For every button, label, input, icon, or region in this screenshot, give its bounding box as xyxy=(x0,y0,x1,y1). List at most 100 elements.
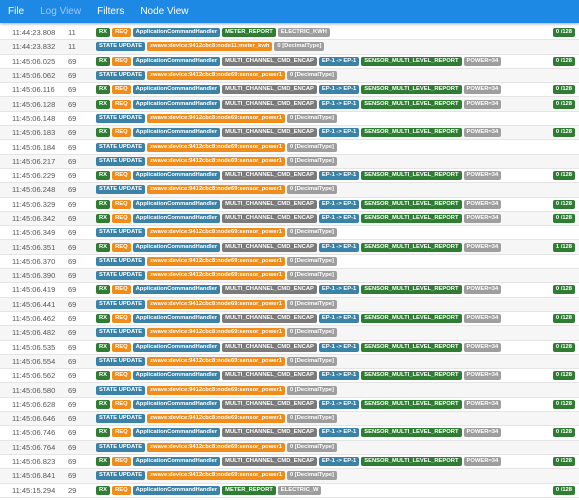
chip-group: RX REQ ApplicationCommandHandler MULTI_CHAN… xyxy=(96,428,502,438)
log-row[interactable]: 11:45:06.441 69 STATE UPDATE zwave:device:9… xyxy=(0,297,579,312)
value-type-chip: 0 [DecimalType] xyxy=(286,228,337,238)
chip-group: RX REQ ApplicationCommandHandler MULTI_CHAN… xyxy=(96,457,502,467)
value-chip: POWER=34 xyxy=(463,56,502,66)
encap-chip: MULTI_CHANNEL_CMD_ENCAP xyxy=(222,242,317,252)
node-id: 69 xyxy=(68,299,77,309)
menu-node-view[interactable]: Node View xyxy=(140,6,189,17)
timestamp: 11:45:06.646 xyxy=(12,414,56,424)
log-row[interactable]: 11:45:06.580 69 STATE UPDATE zwave:device:9… xyxy=(0,383,579,398)
log-row[interactable]: 11:45:06.562 69 RX REQ ApplicationCommandHan… xyxy=(0,369,579,384)
node-id: 69 xyxy=(68,356,77,366)
log-row[interactable]: 11:45:06.462 69 RX REQ ApplicationCommandHan… xyxy=(0,312,579,327)
log-row[interactable]: 11:45:06.329 69 RX REQ ApplicationCommandHan… xyxy=(0,198,579,212)
timestamp: 11:45:06.148 xyxy=(12,113,56,123)
chip-group: STATE UPDATE zwave:device:9412cbc8:node69… xyxy=(96,185,337,195)
req-chip: REQ xyxy=(112,314,131,324)
count-badge: 0 /128 xyxy=(552,99,575,109)
log-row[interactable]: 11:45:06.746 69 RX REQ ApplicationCommandHan… xyxy=(0,426,579,441)
command-class-chip: SENSOR_MULTI_LEVEL_REPORT xyxy=(361,371,462,381)
log-row[interactable]: 11:45:06.841 69 STATE UPDATE zwave:device:9… xyxy=(0,469,579,484)
endpoint-chip: EP-1 -> EP-1 xyxy=(318,285,360,295)
log-row[interactable]: 11:45:06.349 69 STATE UPDATE zwave:device:9… xyxy=(0,226,579,241)
node-id: 69 xyxy=(68,314,77,324)
command-chip: METER_REPORT xyxy=(222,485,276,495)
timestamp: 11:45:06.562 xyxy=(12,371,56,381)
log-row[interactable]: 11:45:06.351 69 RX REQ ApplicationCommandHan… xyxy=(0,240,579,255)
node-id: 69 xyxy=(68,85,77,95)
log-row[interactable]: 11:45:06.116 69 RX REQ ApplicationCommandHan… xyxy=(0,83,579,98)
node-id: 69 xyxy=(68,171,77,181)
log-row[interactable]: 11:45:06.390 69 STATE UPDATE zwave:device:9… xyxy=(0,269,579,284)
timestamp: 11:45:06.462 xyxy=(12,314,56,324)
chip-group: STATE UPDATE zwave:device:9412cbc8:node69… xyxy=(96,328,337,338)
log-row[interactable]: 11:45:06.128 69 RX REQ ApplicationCommandHan… xyxy=(0,97,579,112)
node-id: 69 xyxy=(68,271,77,281)
item-address-chip: zwave:device:9412cbc8:node69:sensor_powe… xyxy=(147,385,285,395)
log-row[interactable]: 11:45:06.482 69 STATE UPDATE zwave:device:9… xyxy=(0,326,579,341)
req-chip: REQ xyxy=(112,371,131,381)
handler-chip: ApplicationCommandHandler xyxy=(132,28,221,38)
req-chip: REQ xyxy=(112,85,131,95)
menu-filters[interactable]: Filters xyxy=(97,6,125,17)
item-address-chip: zwave:device:9412cbc8:node69:sensor_powe… xyxy=(147,328,285,338)
endpoint-chip: EP-1 -> EP-1 xyxy=(318,399,360,409)
rx-chip: RX xyxy=(96,128,111,138)
log-row[interactable]: 11:45:06.628 69 RX REQ ApplicationCommandHan… xyxy=(0,398,579,413)
command-class-chip: SENSOR_MULTI_LEVEL_REPORT xyxy=(361,214,462,223)
log-row[interactable]: 11:44:23.832 11 STATE UPDATE zwave:device:9… xyxy=(0,40,579,55)
value-type-chip: 0 [DecimalType] xyxy=(274,42,325,52)
node-id: 69 xyxy=(68,285,77,295)
log-row[interactable]: 11:45:06.370 69 STATE UPDATE zwave:device:9… xyxy=(0,255,579,270)
handler-chip: ApplicationCommandHandler xyxy=(132,99,221,109)
log-row[interactable]: 11:45:06.646 69 STATE UPDATE zwave:device:9… xyxy=(0,412,579,427)
chip-group: STATE UPDATE zwave:device:9412cbc8:node69… xyxy=(96,156,337,166)
timestamp: 11:45:06.823 xyxy=(12,457,56,467)
chip-group: RX REQ ApplicationCommandHandler MULTI_CHAN… xyxy=(96,242,502,252)
log-row[interactable]: 11:45:06.419 69 RX REQ ApplicationCommandHan… xyxy=(0,283,579,298)
node-id: 69 xyxy=(68,457,77,467)
handler-chip: ApplicationCommandHandler xyxy=(132,399,221,409)
state-update-chip: STATE UPDATE xyxy=(96,414,146,424)
rx-chip: RX xyxy=(96,428,111,438)
count-badge: 0 /128 xyxy=(552,128,575,138)
node-id: 69 xyxy=(68,428,77,438)
count-badge: 0 /128 xyxy=(552,314,575,324)
menu-file[interactable]: File xyxy=(8,6,25,17)
req-chip: REQ xyxy=(112,99,131,109)
log-row[interactable]: 11:45:06.229 69 RX REQ ApplicationCommandHan… xyxy=(0,169,579,184)
node-id: 69 xyxy=(68,185,77,195)
log-row[interactable]: 11:45:06.183 69 RX REQ ApplicationCommandHan… xyxy=(0,126,579,141)
log-row[interactable]: 11:45:06.184 69 STATE UPDATE zwave:device:9… xyxy=(0,140,579,155)
rx-chip: RX xyxy=(96,399,111,409)
value-chip: POWER=34 xyxy=(463,85,502,95)
value-chip: POWER=34 xyxy=(463,199,502,209)
node-id: 69 xyxy=(68,256,77,266)
state-update-chip: STATE UPDATE xyxy=(96,71,146,81)
value-type-chip: 0 [DecimalType] xyxy=(286,299,337,309)
req-chip: REQ xyxy=(112,285,131,295)
log-row[interactable]: 11:45:06.554 69 STATE UPDATE zwave:device:9… xyxy=(0,354,579,370)
log-row[interactable]: 11:45:15.294 29 RX REQ ApplicationCommandHan… xyxy=(0,484,579,498)
endpoint-chip: EP-1 -> EP-1 xyxy=(318,99,360,109)
log-row[interactable]: 11:45:06.148 69 STATE UPDATE zwave:device:9… xyxy=(0,112,579,127)
log-row[interactable]: 11:45:06.025 69 RX REQ ApplicationCommandHan… xyxy=(0,55,579,69)
encap-chip: MULTI_CHANNEL_CMD_ENCAP xyxy=(222,314,317,324)
timestamp: 11:44:23.832 xyxy=(12,42,56,52)
command-class-chip: SENSOR_MULTI_LEVEL_REPORT xyxy=(361,314,462,324)
menu-log-view[interactable]: Log View xyxy=(40,6,82,17)
count-badge: 0 /128 xyxy=(552,171,575,181)
timestamp: 11:45:06.342 xyxy=(12,214,56,223)
log-row[interactable]: 11:44:23.808 11 RX REQ ApplicationCommandHan… xyxy=(0,26,579,41)
log-row[interactable]: 11:45:06.217 69 STATE UPDATE zwave:device:9… xyxy=(0,154,579,169)
log-row[interactable]: 11:45:06.248 69 STATE UPDATE zwave:device:9… xyxy=(0,183,579,198)
endpoint-chip: EP-1 -> EP-1 xyxy=(318,171,360,181)
log-row[interactable]: 11:45:06.342 69 RX REQ ApplicationCommandHan… xyxy=(0,211,579,227)
endpoint-chip: EP-1 -> EP-1 xyxy=(318,371,360,381)
endpoint-chip: EP-1 -> EP-1 xyxy=(318,457,360,467)
log-row[interactable]: 11:45:06.535 69 RX REQ ApplicationCommandHan… xyxy=(0,341,579,355)
command-class-chip: SENSOR_MULTI_LEVEL_REPORT xyxy=(361,85,462,95)
encap-chip: MULTI_CHANNEL_CMD_ENCAP xyxy=(222,128,317,138)
log-row[interactable]: 11:45:06.764 69 STATE UPDATE zwave:device:9… xyxy=(0,440,579,455)
log-row[interactable]: 11:45:06.823 69 RX REQ ApplicationCommandHan… xyxy=(0,455,579,470)
log-row[interactable]: 11:45:06.062 69 STATE UPDATE zwave:device:9… xyxy=(0,68,579,84)
